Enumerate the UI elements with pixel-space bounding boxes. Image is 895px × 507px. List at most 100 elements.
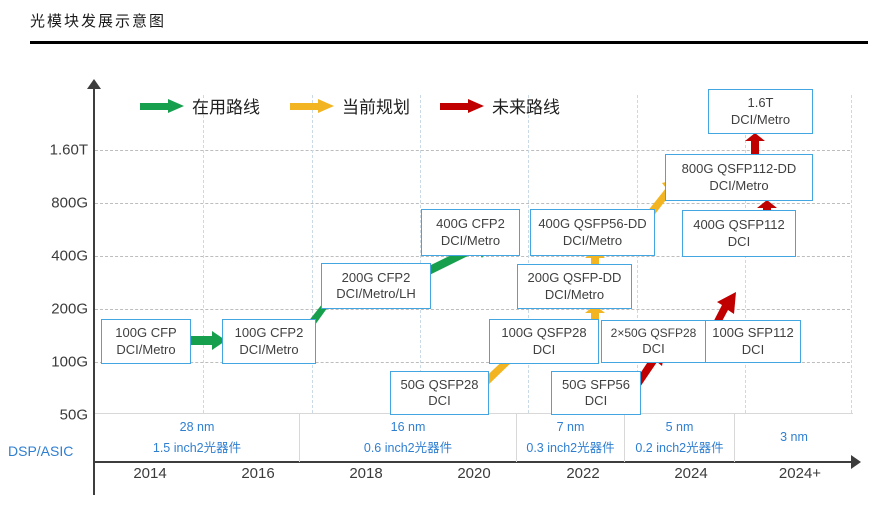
node-box-50g-sfp56[interactable]: 50G SFP56 DCI: [551, 371, 641, 415]
node-line2: DCI: [532, 341, 556, 357]
band-area-28nm: 1.5 inch2光器件: [152, 441, 242, 455]
node-line2: DCI/Metro: [709, 177, 769, 193]
y-tick-400G: 400G: [51, 247, 88, 265]
gridline-800G: [95, 203, 850, 204]
node-box-100g-qsfp28[interactable]: 100G QSFP28 DCI: [489, 319, 599, 364]
band-cell-16nm: 16 nm 0.6 inch2光器件: [299, 414, 516, 462]
x-tick-2024: 2024: [674, 465, 708, 482]
edge-arrow-yellow-n7-n6: [585, 305, 605, 325]
vgridline-a: [203, 95, 204, 413]
x-tick-2022: 2022: [566, 465, 600, 482]
node-line1: 400G QSFP112: [693, 217, 785, 233]
node-line1: 200G CFP2: [341, 269, 411, 285]
band-area-16nm: 0.6 inch2光器件: [363, 441, 453, 455]
node-box-100g-cfp[interactable]: 100G CFP DCI/Metro: [101, 319, 191, 364]
y-tick-1600T: 1.60T: [49, 141, 88, 159]
node-line1: 200G QSFP-DD: [527, 270, 622, 286]
node-line2: DCI/Metro: [239, 341, 299, 357]
band-node-28nm: 28 nm: [179, 420, 215, 434]
node-line1: 100G CFP: [115, 325, 177, 341]
y-tick-800G: 800G: [51, 194, 88, 212]
legend-label-current-plan: 当前规划: [342, 98, 410, 117]
band-node-16nm: 16 nm: [390, 420, 426, 434]
node-box-1-6t[interactable]: 1.6T DCI/Metro: [708, 89, 813, 134]
node-line1: 100G QSFP28: [501, 325, 587, 341]
band-cell-28nm: 28 nm 1.5 inch2光器件: [95, 414, 299, 462]
node-line2: DCI/Metro: [562, 232, 623, 248]
band-cell-3nm: 3 nm: [734, 414, 853, 462]
y-tick-50G: 50G: [59, 406, 88, 424]
y-tick-100G: 100G: [51, 353, 88, 371]
legend-item-in-use: 在用路线: [140, 93, 260, 118]
node-box-400g-qsfp112[interactable]: 400G QSFP112 DCI: [682, 210, 796, 257]
node-box-400g-qsfp56-dd[interactable]: 400G QSFP56-DD DCI/Metro: [530, 209, 655, 256]
node-line1: 50G SFP56: [562, 376, 630, 392]
x-tick-2024plus: 2024+: [778, 465, 822, 482]
band-node-5nm: 5 nm: [665, 420, 694, 434]
edge-arrow-green-n1-n2: [188, 331, 228, 351]
x-tick-2016: 2016: [241, 465, 275, 482]
title-divider: [30, 41, 868, 44]
node-line2: DCI: [642, 340, 665, 356]
x-axis-line: [93, 461, 853, 463]
chart-area: 1.60T 800G 400G 200G 100G 50G DSP/ASIC 2…: [0, 55, 895, 507]
node-line1: 400G QSFP56-DD: [538, 216, 647, 232]
y-axis-line: [93, 86, 95, 495]
band-area-5nm: 0.2 inch2光器件: [635, 441, 724, 455]
gridline-400G: [95, 256, 850, 257]
band-node-3nm: 3 nm: [780, 429, 808, 444]
node-line2: DCI: [727, 233, 751, 249]
y-axis-arrowhead: [87, 79, 101, 89]
node-line2: DCI: [741, 341, 765, 357]
band-cell-7nm: 7 nm 0.3 inch2光器件: [516, 414, 624, 462]
x-axis-arrowhead: [851, 455, 861, 469]
node-line1: 400G CFP2: [436, 216, 505, 232]
node-line2: DCI: [428, 393, 451, 408]
node-line1: 1.6T: [747, 95, 774, 111]
node-line2: DCI/Metro: [440, 232, 501, 248]
node-line2: DCI: [584, 393, 608, 408]
dsp-asic-label: DSP/ASIC: [8, 443, 74, 459]
node-line1: 800G QSFP112-DD: [681, 161, 797, 177]
node-line2: DCI/Metro: [544, 286, 605, 302]
x-tick-2020: 2020: [457, 465, 491, 482]
arrow-right-yellow-icon: [290, 98, 334, 113]
vgridline-g: [851, 95, 852, 413]
legend-item-current-plan: 当前规划: [290, 93, 410, 118]
node-box-400g-cfp2[interactable]: 400G CFP2 DCI/Metro: [421, 209, 520, 256]
process-node-band: 28 nm 1.5 inch2光器件 16 nm 0.6 inch2光器件 7 …: [95, 413, 853, 462]
legend-item-future-route: 未来路线: [440, 93, 560, 118]
y-axis-labels: 1.60T 800G 400G 200G 100G 50G: [0, 55, 88, 507]
y-tick-200G: 200G: [51, 300, 88, 318]
edge-arrow-red-n13-n14: [745, 133, 765, 154]
node-line2: DCI/Metro/LH: [336, 286, 416, 301]
vgridline-b: [312, 95, 313, 413]
vgridline-d: [528, 95, 529, 413]
node-box-100g-sfp112[interactable]: 100G SFP112 DCI: [705, 320, 801, 363]
node-box-200g-qsfp-dd[interactable]: 200G QSFP-DD DCI/Metro: [517, 264, 632, 309]
node-line2: DCI/Metro: [116, 341, 176, 357]
arrow-right-red-icon: [440, 98, 484, 113]
node-box-2x50g-qsfp28[interactable]: 2×50G QSFP28 DCI: [601, 320, 706, 363]
node-box-200g-cfp2[interactable]: 200G CFP2 DCI/Metro/LH: [321, 263, 431, 309]
node-box-100g-cfp2[interactable]: 100G CFP2 DCI/Metro: [222, 319, 316, 364]
gridline-100G: [95, 362, 850, 363]
legend: 在用路线 当前规划 未来路线: [140, 93, 560, 118]
node-box-50g-qsfp28[interactable]: 50G QSFP28 DCI: [390, 371, 489, 415]
page-title: 光模块发展示意图: [30, 14, 167, 30]
node-box-800g-qsfp112-dd[interactable]: 800G QSFP112-DD DCI/Metro: [665, 154, 813, 201]
arrow-right-green-icon: [140, 98, 184, 113]
vgridline-c: [420, 95, 421, 413]
node-line1: 50G QSFP28: [400, 376, 479, 392]
legend-label-future-route: 未来路线: [492, 98, 560, 117]
node-line1: 100G CFP2: [234, 325, 304, 341]
gridline-1600T: [95, 150, 850, 151]
node-line1: 2×50G QSFP28: [610, 325, 697, 340]
node-line1: 100G SFP112: [712, 325, 794, 341]
gridline-200G: [95, 309, 850, 310]
band-node-7nm: 7 nm: [556, 420, 585, 434]
legend-label-in-use: 在用路线: [192, 98, 260, 117]
x-tick-2018: 2018: [349, 465, 383, 482]
band-area-7nm: 0.3 inch2光器件: [526, 441, 615, 455]
x-tick-2014: 2014: [133, 465, 167, 482]
